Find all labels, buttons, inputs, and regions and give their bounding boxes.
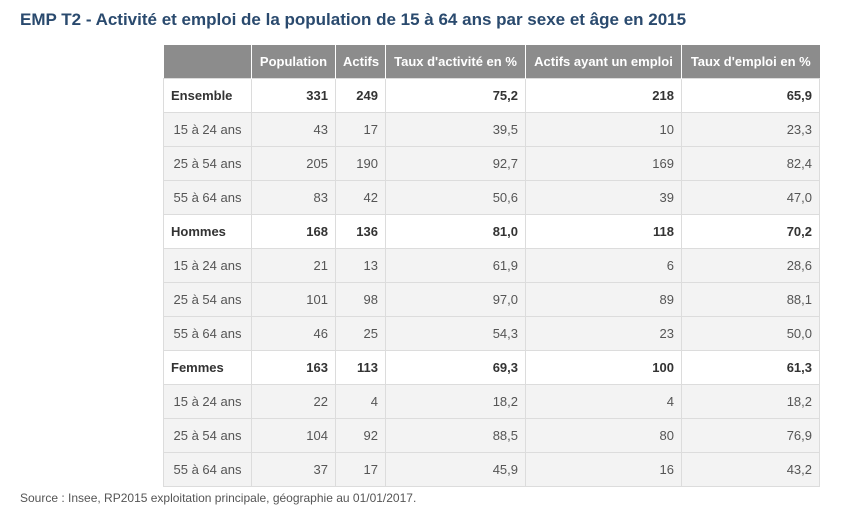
taux-emploi-cell: 43,2 (681, 452, 820, 487)
taux-emploi-cell: 47,0 (681, 180, 820, 215)
row-label: Hommes (163, 214, 252, 249)
population-cell: 205 (251, 146, 336, 181)
actifs-cell: 17 (335, 112, 386, 147)
column-header-taux-activite: Taux d'activité en % (385, 45, 526, 79)
actifs-cell: 136 (335, 214, 386, 249)
table-group-row: Ensemble 331 249 75,2 218 65,9 (163, 78, 820, 113)
taux-activite-cell: 61,9 (385, 248, 526, 283)
column-header-label (163, 45, 252, 79)
population-cell: 168 (251, 214, 336, 249)
column-header-population: Population (251, 45, 336, 79)
row-label: 25 à 54 ans (163, 146, 252, 181)
table-row: 55 à 64 ans 37 17 45,9 16 43,2 (163, 452, 820, 487)
population-cell: 83 (251, 180, 336, 215)
row-label: Ensemble (163, 78, 252, 113)
actifs-emploi-cell: 39 (525, 180, 682, 215)
actifs-cell: 92 (335, 418, 386, 453)
row-label: 55 à 64 ans (163, 180, 252, 215)
taux-emploi-cell: 50,0 (681, 316, 820, 351)
row-label: 15 à 24 ans (163, 248, 252, 283)
row-label: 55 à 64 ans (163, 452, 252, 487)
taux-activite-cell: 45,9 (385, 452, 526, 487)
source-note: Source : Insee, RP2015 exploitation prin… (20, 491, 417, 505)
actifs-emploi-cell: 118 (525, 214, 682, 249)
actifs-emploi-cell: 169 (525, 146, 682, 181)
taux-emploi-cell: 28,6 (681, 248, 820, 283)
table-body: Ensemble 331 249 75,2 218 65,9 15 à 24 ans 43 17… (163, 78, 820, 487)
population-cell: 37 (251, 452, 336, 487)
actifs-emploi-cell: 218 (525, 78, 682, 113)
taux-emploi-cell: 61,3 (681, 350, 820, 385)
table-row: 15 à 24 ans 22 4 18,2 4 18,2 (163, 384, 820, 419)
column-header-taux-emploi: Taux d'emploi en % (681, 45, 820, 79)
taux-activite-cell: 18,2 (385, 384, 526, 419)
actifs-cell: 113 (335, 350, 386, 385)
population-cell: 331 (251, 78, 336, 113)
actifs-cell: 4 (335, 384, 386, 419)
taux-emploi-cell: 70,2 (681, 214, 820, 249)
actifs-cell: 25 (335, 316, 386, 351)
row-label: 15 à 24 ans (163, 384, 252, 419)
table-row: 25 à 54 ans 205 190 92,7 169 82,4 (163, 146, 820, 181)
taux-emploi-cell: 23,3 (681, 112, 820, 147)
population-cell: 21 (251, 248, 336, 283)
taux-activite-cell: 69,3 (385, 350, 526, 385)
population-cell: 22 (251, 384, 336, 419)
taux-activite-cell: 92,7 (385, 146, 526, 181)
table-row: 55 à 64 ans 83 42 50,6 39 47,0 (163, 180, 820, 215)
page-title: EMP T2 - Activité et emploi de la popula… (20, 10, 687, 29)
row-label: 55 à 64 ans (163, 316, 252, 351)
taux-activite-cell: 50,6 (385, 180, 526, 215)
population-cell: 46 (251, 316, 336, 351)
column-header-actifs: Actifs (335, 45, 386, 79)
table-header-row: Population Actifs Taux d'activité en % A… (163, 45, 820, 79)
taux-activite-cell: 97,0 (385, 282, 526, 317)
actifs-emploi-cell: 23 (525, 316, 682, 351)
table-row: 15 à 24 ans 43 17 39,5 10 23,3 (163, 112, 820, 147)
taux-activite-cell: 88,5 (385, 418, 526, 453)
actifs-emploi-cell: 4 (525, 384, 682, 419)
taux-activite-cell: 54,3 (385, 316, 526, 351)
table-header: Population Actifs Taux d'activité en % A… (163, 45, 820, 79)
actifs-emploi-cell: 100 (525, 350, 682, 385)
table-row: 25 à 54 ans 101 98 97,0 89 88,1 (163, 282, 820, 317)
taux-emploi-cell: 18,2 (681, 384, 820, 419)
row-label: 25 à 54 ans (163, 418, 252, 453)
row-label: Femmes (163, 350, 252, 385)
taux-activite-cell: 39,5 (385, 112, 526, 147)
data-table: Population Actifs Taux d'activité en % A… (163, 45, 820, 487)
population-cell: 104 (251, 418, 336, 453)
actifs-cell: 42 (335, 180, 386, 215)
actifs-cell: 98 (335, 282, 386, 317)
actifs-cell: 190 (335, 146, 386, 181)
actifs-cell: 17 (335, 452, 386, 487)
row-label: 15 à 24 ans (163, 112, 252, 147)
actifs-emploi-cell: 6 (525, 248, 682, 283)
row-label: 25 à 54 ans (163, 282, 252, 317)
actifs-cell: 249 (335, 78, 386, 113)
taux-activite-cell: 75,2 (385, 78, 526, 113)
table-row: 55 à 64 ans 46 25 54,3 23 50,0 (163, 316, 820, 351)
taux-activite-cell: 81,0 (385, 214, 526, 249)
population-cell: 101 (251, 282, 336, 317)
table-row: 15 à 24 ans 21 13 61,9 6 28,6 (163, 248, 820, 283)
taux-emploi-cell: 76,9 (681, 418, 820, 453)
taux-emploi-cell: 88,1 (681, 282, 820, 317)
table-group-row: Femmes 163 113 69,3 100 61,3 (163, 350, 820, 385)
column-header-actifs-emploi: Actifs ayant un emploi (525, 45, 682, 79)
taux-emploi-cell: 82,4 (681, 146, 820, 181)
actifs-emploi-cell: 89 (525, 282, 682, 317)
actifs-emploi-cell: 16 (525, 452, 682, 487)
population-cell: 163 (251, 350, 336, 385)
actifs-cell: 13 (335, 248, 386, 283)
table-group-row: Hommes 168 136 81,0 118 70,2 (163, 214, 820, 249)
table-row: 25 à 54 ans 104 92 88,5 80 76,9 (163, 418, 820, 453)
actifs-emploi-cell: 80 (525, 418, 682, 453)
taux-emploi-cell: 65,9 (681, 78, 820, 113)
actifs-emploi-cell: 10 (525, 112, 682, 147)
population-cell: 43 (251, 112, 336, 147)
